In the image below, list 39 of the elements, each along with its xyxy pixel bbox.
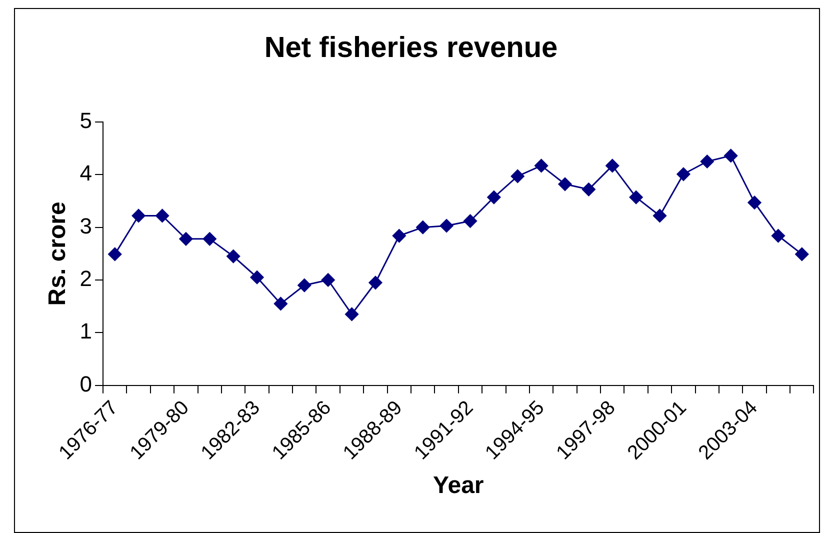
point <box>795 247 809 261</box>
point <box>156 208 170 222</box>
point <box>558 177 572 191</box>
chart-title: Net fisheries revenue <box>263 32 559 65</box>
point <box>202 232 216 246</box>
point <box>653 208 667 222</box>
point <box>132 208 146 222</box>
y-tick-label: 5 <box>80 108 92 134</box>
point <box>676 167 690 181</box>
point <box>274 296 288 310</box>
point <box>629 190 643 204</box>
point <box>700 154 714 168</box>
point <box>416 220 430 234</box>
point <box>226 250 240 264</box>
point <box>510 169 524 183</box>
point <box>487 190 501 204</box>
point <box>724 148 738 162</box>
point <box>392 229 406 243</box>
point <box>534 158 548 172</box>
point <box>771 229 785 243</box>
x-axis-title: Year <box>433 472 484 500</box>
point <box>463 214 477 228</box>
point <box>582 182 596 196</box>
point <box>748 196 762 210</box>
y-tick-label: 0 <box>80 371 92 396</box>
point <box>440 219 454 232</box>
y-tick-label: 3 <box>80 213 92 238</box>
point <box>345 307 359 321</box>
point <box>298 278 312 292</box>
point <box>606 158 620 172</box>
point <box>179 232 193 246</box>
y-axis-title: Rs. crore <box>44 202 72 306</box>
y-tick-label: 4 <box>80 160 92 186</box>
point <box>108 247 122 261</box>
point <box>368 276 382 290</box>
point <box>250 270 264 284</box>
y-tick-label: 2 <box>80 266 92 292</box>
y-tick-label: 1 <box>80 318 92 344</box>
point <box>321 273 335 287</box>
